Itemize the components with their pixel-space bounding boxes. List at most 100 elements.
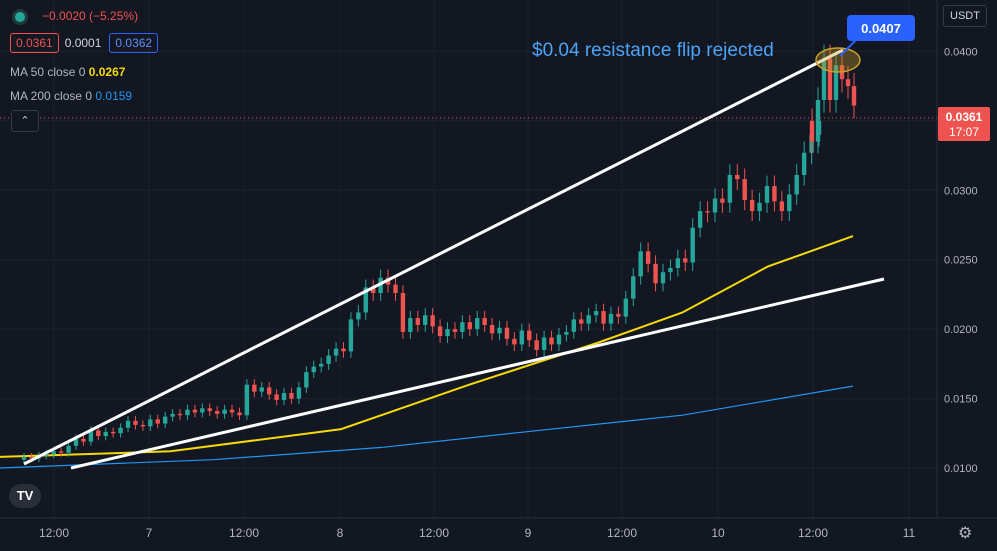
high-marker-box xyxy=(847,15,915,41)
time-tick-label: 11 xyxy=(903,526,916,540)
candle-body xyxy=(304,372,309,388)
ma200-label: MA 200 close 0 xyxy=(10,89,93,103)
candle-body xyxy=(564,331,569,335)
candle-body xyxy=(140,424,146,427)
candle-body xyxy=(833,65,839,100)
tradingview-logo[interactable]: TV xyxy=(9,484,41,508)
candle-body xyxy=(571,319,577,332)
candle-body xyxy=(527,330,532,341)
ma200-legend[interactable]: MA 200 close 0 0.0159 xyxy=(10,89,132,103)
last-price-text: 0.0361 xyxy=(946,110,983,124)
ma50-value: 0.0267 xyxy=(88,65,126,79)
time-tick-label: 8 xyxy=(337,526,344,540)
candle-body xyxy=(815,99,821,142)
currency-selector[interactable]: USDT xyxy=(943,5,987,27)
price-tick-label: 0.0400 xyxy=(944,46,978,58)
candle-body xyxy=(162,416,168,424)
candle-body xyxy=(586,315,591,324)
candle-body xyxy=(727,174,733,203)
candle-body xyxy=(207,408,212,412)
ma200-value: 0.0159 xyxy=(95,89,133,103)
candle-body xyxy=(200,408,205,413)
candle-body xyxy=(44,454,49,456)
price-change: −0.0020 (−5.25%) xyxy=(42,9,139,24)
candle-body xyxy=(475,318,480,330)
candle-body xyxy=(675,258,681,269)
candle-body xyxy=(125,420,131,428)
annotation-text: $0.04 resistance flip rejected xyxy=(532,40,774,61)
price-tick-label: 0.0100 xyxy=(944,463,978,475)
candle-body xyxy=(237,412,242,416)
candle-body xyxy=(851,86,857,106)
candle-body xyxy=(400,293,406,332)
candle-body xyxy=(133,420,138,425)
candle-body xyxy=(88,430,94,442)
candle-body xyxy=(690,227,695,263)
candle-body xyxy=(827,58,833,100)
lower-trendline xyxy=(70,277,885,470)
settings-gear-icon[interactable]: ⚙ xyxy=(958,525,973,542)
candle-body xyxy=(229,409,235,413)
candle-body xyxy=(21,456,27,460)
ma50-legend[interactable]: MA 50 close 0 0.0267 xyxy=(10,65,125,79)
candle-body xyxy=(653,263,658,284)
candle-body xyxy=(764,186,770,203)
countdown-text: 17:07 xyxy=(949,125,979,139)
candle-body xyxy=(452,329,458,332)
candle-body xyxy=(512,338,517,345)
candle-body xyxy=(118,427,123,434)
candle-body xyxy=(556,334,562,345)
candle-body xyxy=(541,337,547,350)
time-tick-label: 7 xyxy=(146,526,153,540)
candle-body xyxy=(333,348,339,356)
candle-body xyxy=(244,384,250,416)
candle-body xyxy=(192,409,198,413)
time-tick-label: 12:00 xyxy=(419,526,449,540)
sell-button[interactable]: 0.0361 xyxy=(10,33,59,53)
symbol-change-row: −0.0020 (−5.25%) xyxy=(10,9,138,25)
candle-body xyxy=(720,198,725,203)
ma50-path xyxy=(0,235,854,458)
candle-body xyxy=(460,322,465,332)
candle-body xyxy=(66,445,71,453)
candle-body xyxy=(170,413,175,417)
candle-body xyxy=(214,411,220,414)
last-price-badge xyxy=(938,107,990,141)
candle-body xyxy=(794,174,799,195)
candle-body xyxy=(601,311,606,324)
candle-body xyxy=(326,355,331,364)
candle-body xyxy=(519,330,525,345)
bid-ask-row: 0.0361 0.0001 0.0362 xyxy=(10,33,164,53)
time-tick-label: 12:00 xyxy=(229,526,259,540)
candle-body xyxy=(177,413,183,416)
candle-body xyxy=(534,340,539,350)
time-tick-label: 9 xyxy=(525,526,532,540)
candle-body xyxy=(415,318,420,325)
buy-button[interactable]: 0.0362 xyxy=(109,33,159,53)
candle-body xyxy=(96,430,101,437)
candle-body xyxy=(645,251,651,264)
time-tick-label: 10 xyxy=(711,526,725,540)
candle-body xyxy=(430,315,435,327)
candle-body xyxy=(155,419,160,424)
spread-value: 0.0001 xyxy=(64,36,102,50)
price-tick-label: 0.0150 xyxy=(944,394,978,406)
candle-body xyxy=(393,284,398,294)
ma200-line xyxy=(0,385,854,469)
time-tick-label: 12:00 xyxy=(39,526,69,540)
candle-body xyxy=(58,451,64,453)
candle-body xyxy=(296,387,302,399)
trendlines xyxy=(23,48,885,470)
time-axis: 12:00 7 12:00 8 12:00 9 12:00 10 12:00 11 xyxy=(39,526,916,540)
candle-body xyxy=(371,287,376,294)
candle-body xyxy=(445,329,450,337)
rejection-highlight xyxy=(815,47,861,73)
candle-body xyxy=(623,298,629,317)
ma50-label: MA 50 close 0 xyxy=(10,65,86,79)
candle-body xyxy=(482,318,487,325)
candle-body xyxy=(735,174,740,180)
candle-body xyxy=(289,393,294,399)
collapse-legend-button[interactable]: ⌃ xyxy=(11,110,39,132)
candle-body xyxy=(801,152,807,175)
